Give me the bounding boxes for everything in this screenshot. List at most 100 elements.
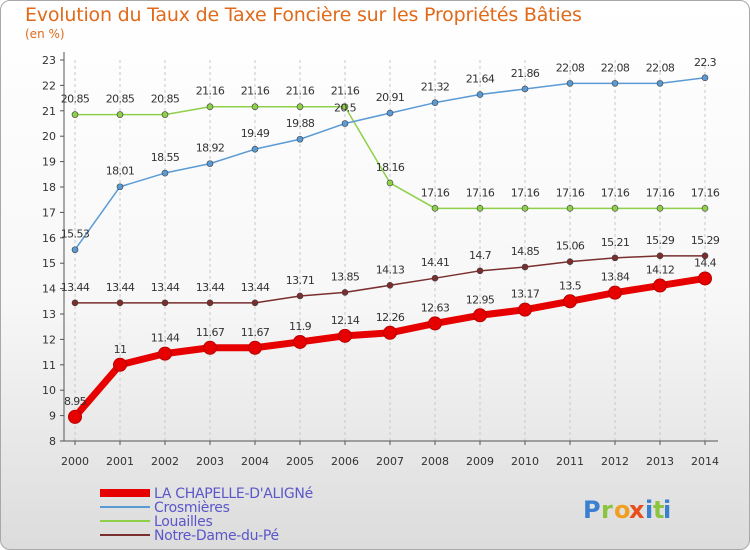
data-point [71,299,79,307]
x-tick-label: 2014 [691,455,719,468]
logo-letter: r [601,496,613,524]
y-tick-label: 16 [42,232,56,245]
data-label: 12.14 [331,314,360,327]
data-label: 13.44 [196,281,225,294]
y-tick-label: 12 [42,333,56,346]
data-label: 13.84 [601,271,630,284]
data-label: 21.32 [421,81,450,94]
x-tick-label: 2006 [331,455,359,468]
data-point [656,252,664,260]
data-point [206,299,214,307]
legend-label: Notre-Dame-du-Pé [154,528,279,544]
data-label: 20.85 [106,93,135,106]
data-label: 18.01 [106,165,135,178]
data-point [113,357,127,372]
logo-letter: P [583,496,601,524]
x-tick-label: 2011 [556,455,584,468]
data-label: 13.44 [151,281,180,294]
x-tick-label: 2005 [286,455,314,468]
data-point [521,85,529,93]
data-label: 17.16 [601,186,630,199]
data-label: 11.67 [241,326,270,339]
data-point [521,263,529,271]
x-axis-ticks: 2000 2001 2002 2003 2004 2005 2006 2007 2008 2009… [61,441,719,468]
data-label: 14.41 [421,256,450,269]
y-tick-label: 8 [49,435,56,448]
data-point [431,205,439,212]
data-label: 13.44 [106,281,135,294]
data-point [296,292,304,300]
data-point [158,346,172,361]
data-label: 20.5 [334,102,357,115]
data-point [566,80,574,87]
data-point [566,258,574,265]
data-point [251,103,259,111]
axes [63,52,718,442]
data-label: 15.29 [646,234,675,247]
data-point [428,316,442,331]
data-label: 22.3 [694,56,717,69]
data-label: 20.85 [151,93,180,106]
data-label: 21.16 [331,85,360,98]
data-label: 15.53 [61,228,90,241]
data-point [611,254,619,262]
x-tick-label: 2002 [151,455,179,468]
grid-lines [74,60,706,441]
data-label: 17.16 [646,186,675,199]
x-tick-label: 2007 [376,455,404,468]
data-label: 21.86 [511,67,540,80]
data-point [701,252,709,260]
y-tick-label: 11 [42,359,56,372]
data-point [476,91,484,98]
data-point [563,294,577,309]
data-point [71,246,79,254]
y-tick-label: 15 [42,257,56,270]
data-point [116,111,124,118]
data-point [161,299,169,307]
data-point [248,340,262,355]
x-tick-label: 2000 [61,455,89,468]
data-point [341,120,349,127]
data-point [701,74,709,82]
data-label: 18.92 [196,142,225,155]
data-label: 19.49 [241,127,270,140]
data-point [206,160,214,167]
data-point [611,205,619,212]
data-point [431,274,439,282]
logo-letter: x [629,496,645,524]
data-label: 14.4 [694,256,717,269]
data-point [518,302,532,317]
data-point [116,299,124,307]
data-point [161,169,169,177]
data-point [386,179,394,187]
data-label: 12.63 [421,301,450,314]
data-label: 15.06 [556,240,585,253]
data-point [296,135,304,143]
legend-label: Crosmières [154,500,230,516]
y-tick-label: 23 [42,54,56,67]
data-label: 11.67 [196,326,225,339]
data-label: 17.16 [691,186,720,199]
data-label: 19.88 [286,117,315,130]
data-point [116,183,124,191]
data-label: 11.44 [151,332,180,345]
data-point [698,271,712,286]
data-label: 17.16 [421,186,450,199]
data-point [296,103,304,111]
x-tick-label: 2009 [466,455,494,468]
y-tick-label: 10 [42,384,56,397]
logo-letter: i [663,496,671,524]
data-label: 12.26 [376,311,405,324]
data-label: 8.95 [64,395,87,408]
y-axis-ticks: 8 9 10 11 12 13 14 15 16 17 18 19 20 21 22 23 [42,54,64,448]
data-label: 17.16 [556,186,585,199]
data-point [341,289,349,296]
data-point [71,111,79,118]
y-tick-label: 22 [42,79,56,92]
x-tick-label: 2012 [601,455,629,468]
data-label: 14.13 [376,263,405,276]
y-tick-label: 19 [42,156,56,169]
data-point [611,80,619,87]
data-point [338,328,352,343]
data-label: 15.29 [691,234,720,247]
